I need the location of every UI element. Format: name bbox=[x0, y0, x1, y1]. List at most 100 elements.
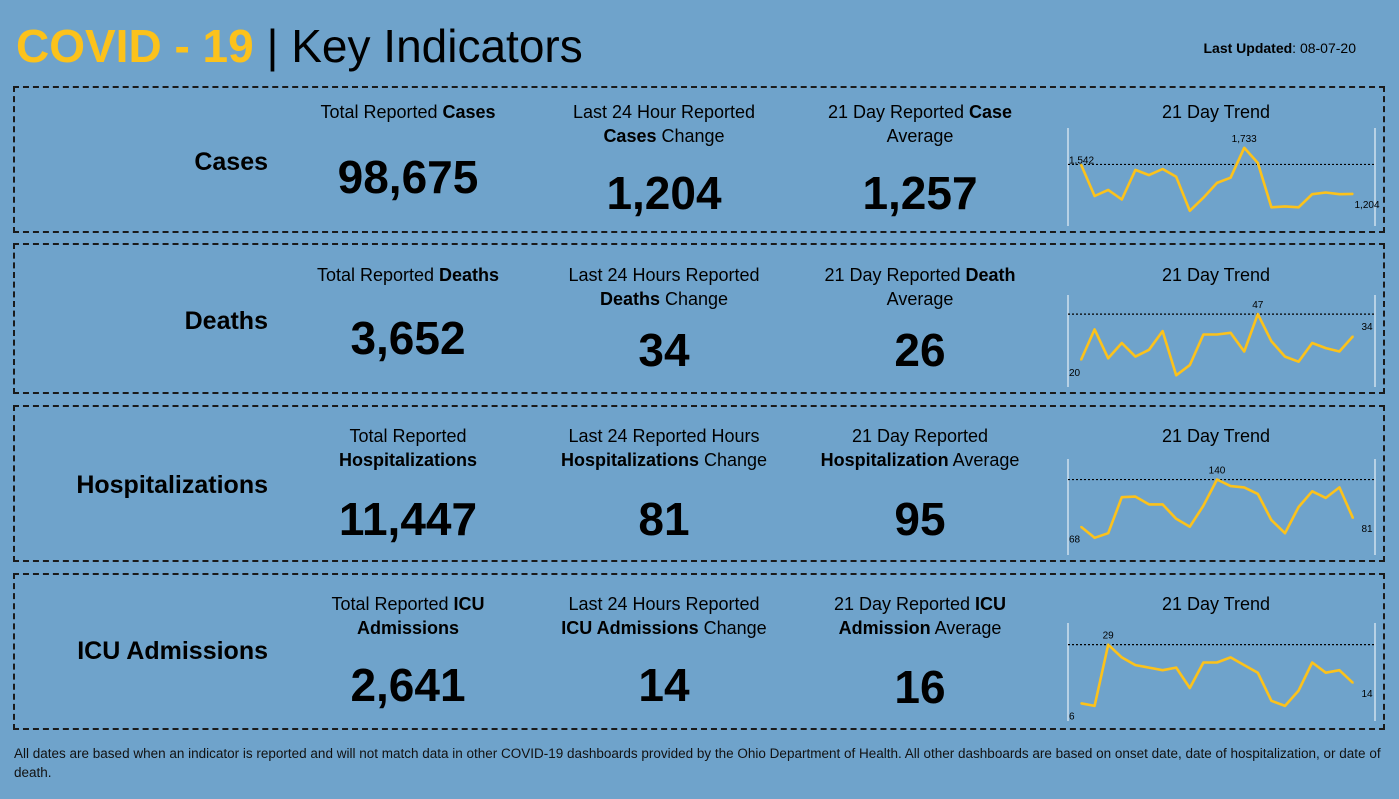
trend-data-point bbox=[1284, 355, 1286, 358]
trend-data-point bbox=[1202, 333, 1205, 336]
trend-max-label: 47 bbox=[1252, 300, 1264, 311]
deaths-change-value: 34 bbox=[638, 324, 690, 376]
trend-data-point bbox=[1216, 661, 1218, 664]
trend-series-line bbox=[1080, 478, 1355, 540]
trend-data-point bbox=[1338, 193, 1341, 196]
trend-data-point bbox=[1284, 532, 1286, 535]
trend-data-point bbox=[1121, 656, 1123, 659]
icu-trend-chart: 6 29 14 bbox=[1067, 623, 1376, 722]
trend-data-point bbox=[1352, 682, 1354, 684]
trend-data-point bbox=[1189, 209, 1191, 212]
trend-data-point bbox=[1270, 699, 1273, 702]
hospitalizations-trend-column: 21 Day Trend bbox=[1055, 424, 1377, 448]
trend-data-point bbox=[1297, 506, 1300, 508]
deaths-average-value: 26 bbox=[894, 324, 946, 376]
trend-data-point bbox=[1243, 147, 1245, 149]
trend-first-label: 6 bbox=[1069, 711, 1075, 722]
icu-panel: ICU Admissions Total Reported ICU Admissi… bbox=[13, 573, 1385, 730]
total-hospitalizations-value: 11,447 bbox=[338, 493, 478, 545]
trend-title: 21 Day Trend bbox=[1161, 426, 1271, 446]
trend-data-point bbox=[1325, 191, 1327, 194]
trend-data-point bbox=[1284, 705, 1286, 707]
trend-series-line bbox=[1079, 146, 1354, 213]
trend-data-point bbox=[1080, 163, 1082, 166]
deaths-trend-chart: 20 47 34 bbox=[1067, 295, 1376, 387]
trend-data-point bbox=[1338, 350, 1341, 353]
trend-max-label: 1,733 bbox=[1232, 134, 1257, 145]
total-icu-value: 2,641 bbox=[350, 659, 466, 711]
trend-data-point bbox=[1107, 357, 1109, 360]
trend-data-point bbox=[1257, 671, 1259, 674]
total-cases-value: 98,675 bbox=[337, 151, 479, 203]
trend-data-point bbox=[1093, 195, 1096, 197]
trend-max-label: 29 bbox=[1103, 631, 1115, 642]
trend-data-point bbox=[1270, 519, 1273, 521]
trend-data-point bbox=[1338, 486, 1341, 489]
trend-data-point bbox=[1175, 518, 1177, 520]
trend-data-point bbox=[1189, 687, 1191, 689]
last-updated: Last Updated: 08-07-20 bbox=[1203, 40, 1356, 56]
trend-data-point bbox=[1243, 350, 1245, 353]
total-deaths-header: Total Reported Deaths bbox=[316, 265, 500, 285]
hospitalizations-change-value: 81 bbox=[638, 493, 690, 545]
icu-average-value: 16 bbox=[894, 661, 946, 713]
trend-data-point bbox=[1352, 335, 1354, 337]
trend-last-label: 34 bbox=[1361, 322, 1373, 333]
hospitalizations-average-header: 21 Day Reported Hospitalization Average bbox=[820, 426, 1020, 470]
trend-data-point bbox=[1257, 313, 1259, 315]
trend-data-point bbox=[1107, 532, 1109, 535]
hospitalizations-average-value: 95 bbox=[894, 493, 946, 545]
last-updated-label: Last Updated bbox=[1203, 40, 1293, 56]
trend-data-point bbox=[1175, 666, 1177, 669]
footnote: All dates are based when an indicator is… bbox=[14, 746, 1381, 780]
last-updated-value: : 08-07-20 bbox=[1292, 40, 1356, 56]
trend-data-point bbox=[1134, 355, 1137, 358]
row-label: ICU Admissions bbox=[77, 637, 268, 665]
trend-data-point bbox=[1093, 705, 1096, 707]
row-label: Cases bbox=[194, 148, 268, 176]
title-separator: | bbox=[253, 20, 292, 72]
title-rest: Key Indicators bbox=[291, 20, 583, 72]
total-icu-header: Total Reported ICU Admissions bbox=[331, 594, 485, 638]
trend-first-label: 20 bbox=[1069, 368, 1081, 379]
trend-data-point bbox=[1229, 332, 1232, 334]
trend-title: 21 Day Trend bbox=[1161, 594, 1271, 614]
trend-data-point bbox=[1134, 495, 1137, 498]
trend-data-point bbox=[1216, 478, 1218, 481]
deaths-panel: Deaths Total Reported Deaths 3,652 Last … bbox=[13, 243, 1385, 394]
deaths-average-column: 21 Day Reported Death Average 26 bbox=[809, 263, 1031, 376]
trend-data-point bbox=[1325, 497, 1327, 499]
trend-data-point bbox=[1134, 169, 1137, 171]
trend-data-point bbox=[1338, 669, 1341, 671]
icu-average-header: 21 Day Reported ICU Admission Average bbox=[833, 594, 1007, 638]
trend-first-label: 1,542 bbox=[1069, 155, 1094, 166]
trend-data-point bbox=[1148, 503, 1150, 506]
trend-data-point bbox=[1093, 537, 1096, 539]
icu-change-column: Last 24 Hours Reported ICU Admissions Cha… bbox=[553, 592, 775, 711]
hospitalizations-average-column: 21 Day Reported Hospitalization Average 9… bbox=[809, 424, 1031, 545]
trend-data-point bbox=[1284, 205, 1286, 208]
trend-data-point bbox=[1080, 525, 1082, 528]
trend-data-point bbox=[1270, 340, 1273, 343]
trend-last-label: 14 bbox=[1361, 689, 1373, 700]
trend-data-point bbox=[1175, 374, 1177, 377]
trend-data-point bbox=[1080, 359, 1082, 361]
trend-data-point bbox=[1352, 193, 1354, 195]
trend-data-point bbox=[1107, 189, 1109, 191]
cases-average-column: 21 Day Reported Case Average 1,257 bbox=[809, 100, 1031, 219]
trend-data-point bbox=[1297, 360, 1300, 363]
cases-panel: Cases Total Reported Cases 98,675 Last 2… bbox=[13, 86, 1385, 233]
trend-data-point bbox=[1257, 162, 1259, 164]
trend-data-point bbox=[1297, 689, 1300, 692]
row-label: Hospitalizations bbox=[76, 471, 268, 499]
trend-data-point bbox=[1202, 661, 1205, 664]
trend-data-point bbox=[1325, 347, 1327, 349]
trend-data-point bbox=[1175, 176, 1177, 178]
icu-average-column: 21 Day Reported ICU Admission Average 16 bbox=[809, 592, 1031, 713]
trend-data-point bbox=[1189, 364, 1191, 366]
icu-change-value: 14 bbox=[638, 659, 690, 711]
trend-last-label: 81 bbox=[1361, 524, 1373, 535]
total-deaths-column: Total Reported Deaths 3,652 bbox=[297, 263, 519, 364]
cases-average-value: 1,257 bbox=[862, 167, 978, 219]
trend-data-point bbox=[1270, 206, 1273, 209]
